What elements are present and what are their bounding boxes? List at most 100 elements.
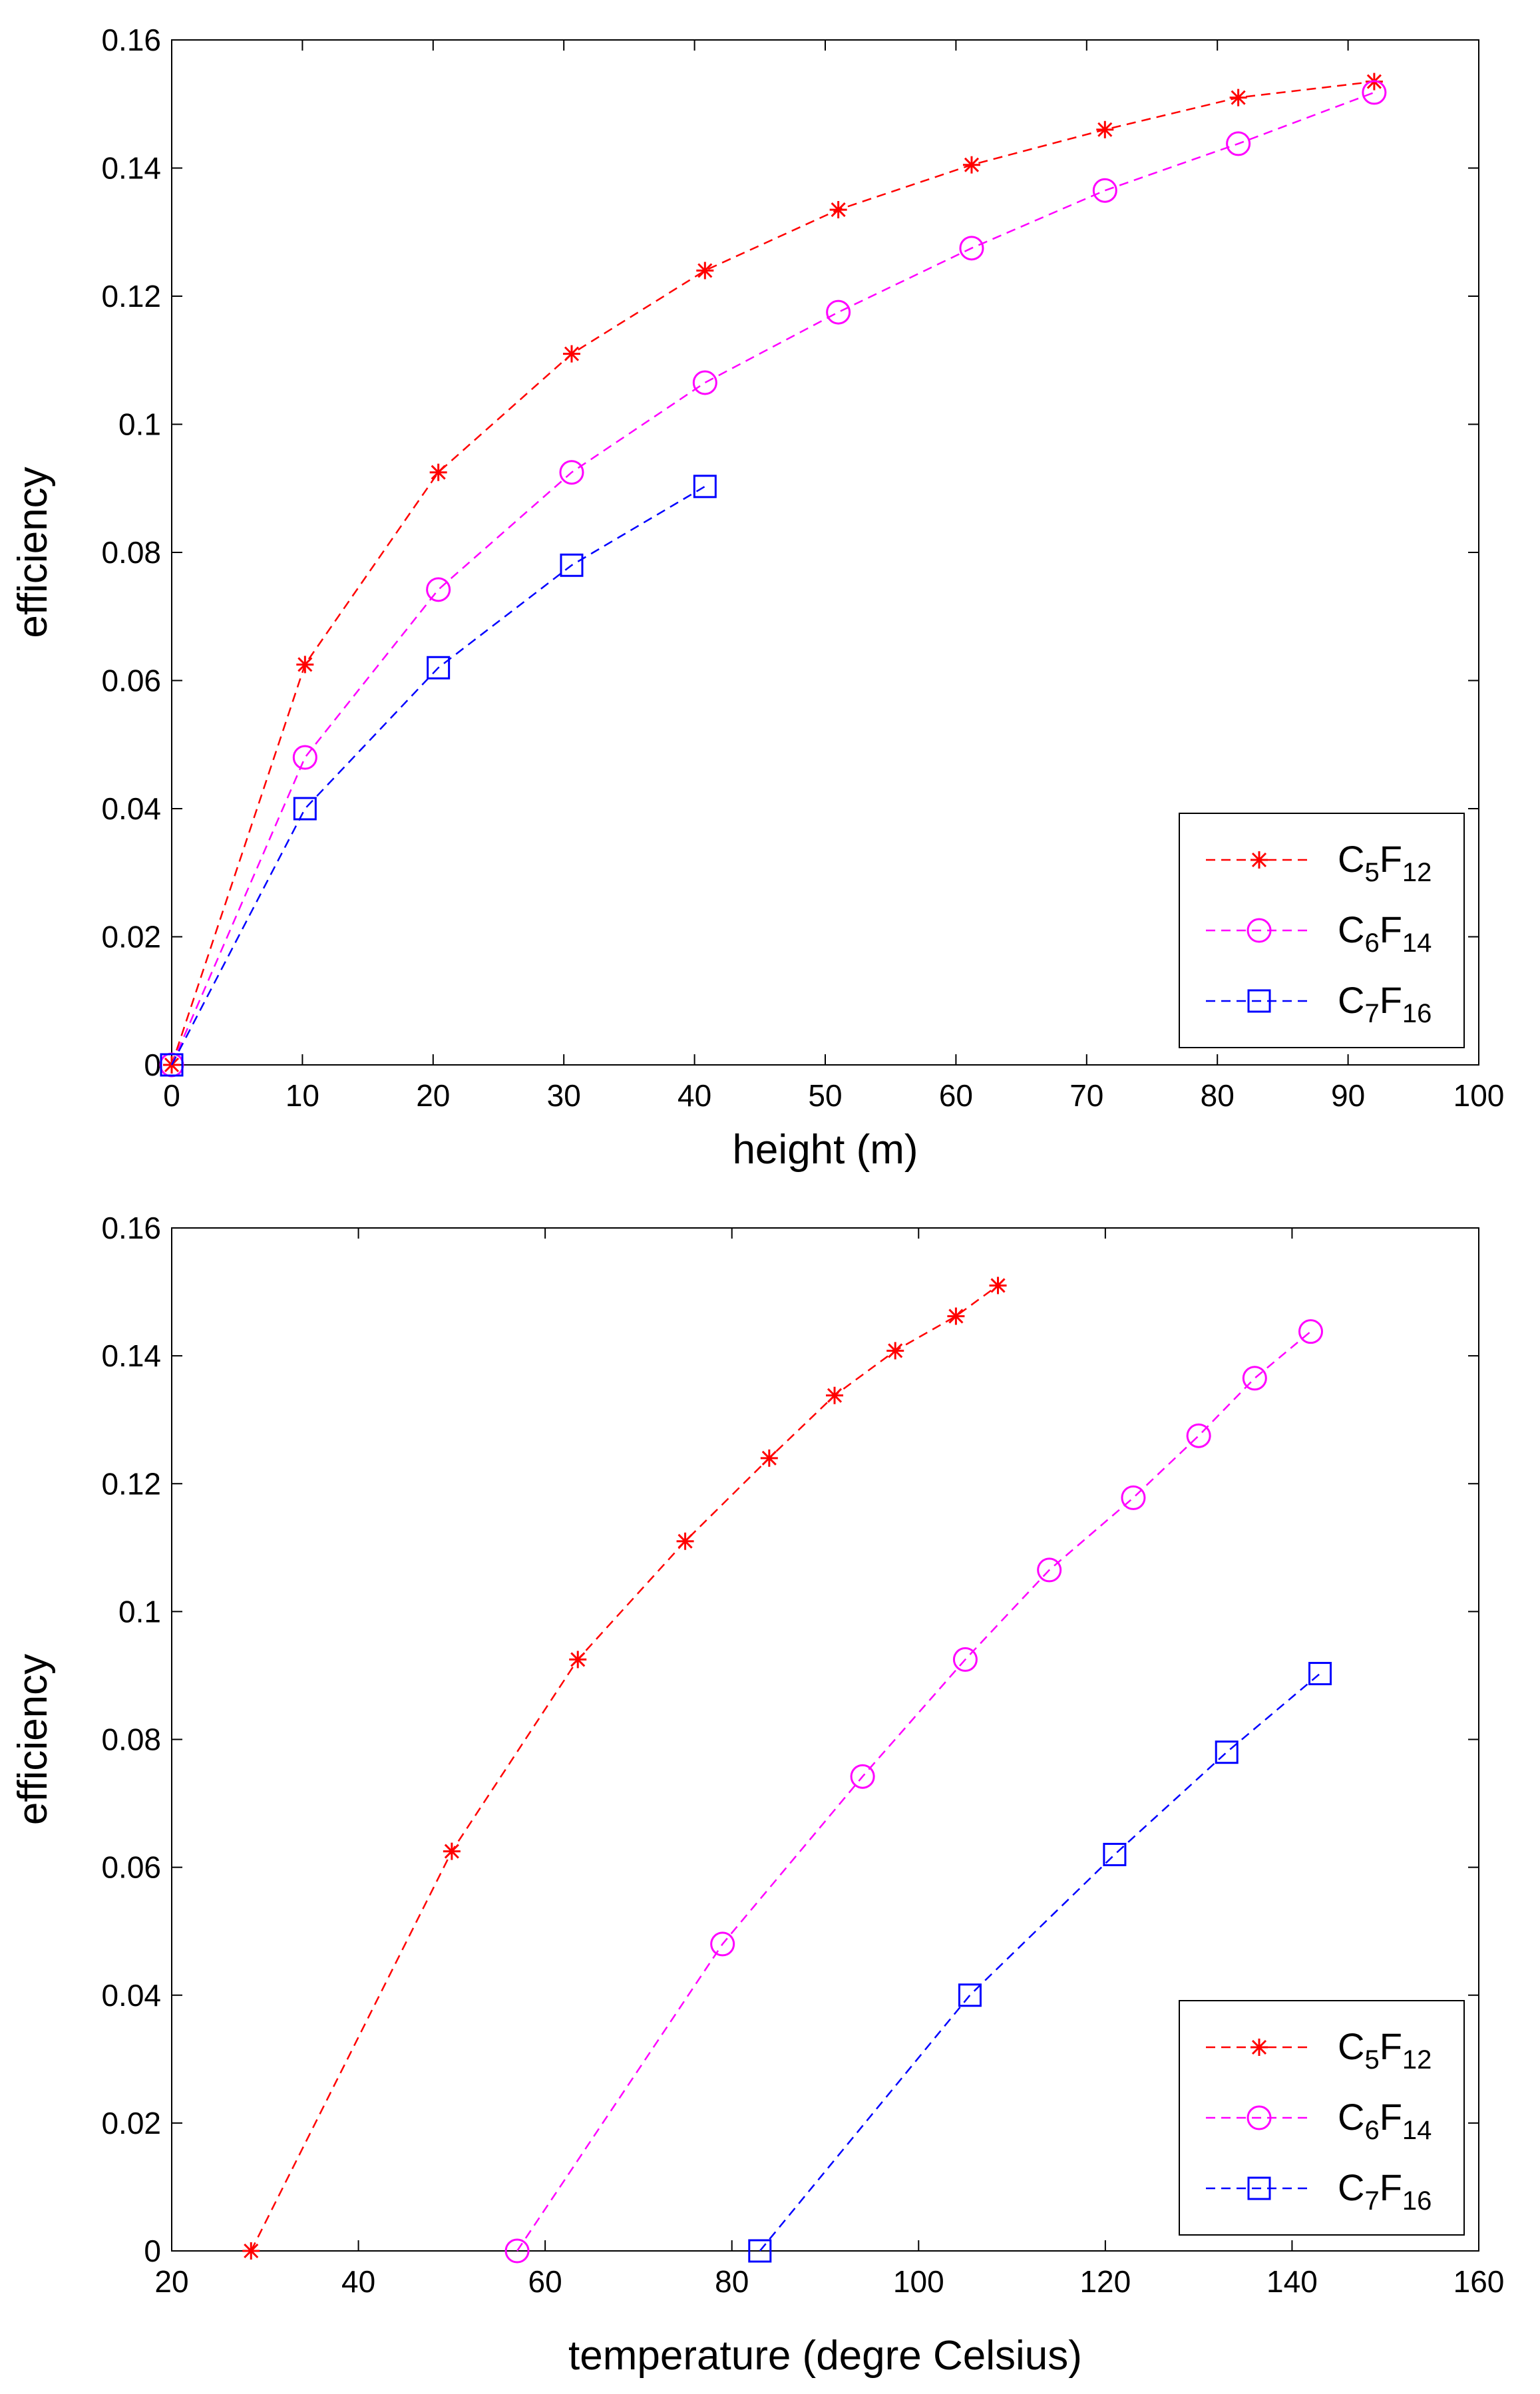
legend-item-C6F14: C6F14 xyxy=(1206,2096,1432,2145)
y-tick-label: 0.16 xyxy=(101,23,161,57)
data-point-C7F16 xyxy=(693,475,717,499)
series-line-C7F16 xyxy=(759,1673,1321,2252)
data-point-C7F16 xyxy=(748,2239,772,2263)
x-tick-label: 30 xyxy=(547,1078,581,1113)
legend-item-C7F16: C7F16 xyxy=(1206,2166,1432,2216)
x-tick-label: 80 xyxy=(1201,1078,1235,1113)
data-point-C6F14 xyxy=(710,1931,735,1957)
y-axis-title: efficiency xyxy=(10,1654,56,1825)
x-tick-label: 20 xyxy=(416,1078,450,1113)
legend-marker xyxy=(1247,2105,1272,2130)
x-axis-title: height (m) xyxy=(732,1127,918,1173)
y-tick-label: 0.12 xyxy=(101,279,161,313)
series-line-C6F14 xyxy=(516,1330,1312,2252)
data-point-C7F16 xyxy=(160,1053,184,1077)
data-point-C5F12 xyxy=(676,1532,694,1550)
data-point-C5F12 xyxy=(443,1842,461,1860)
data-point-C6F14 xyxy=(1037,1557,1062,1583)
data-point-C7F16 xyxy=(293,797,317,821)
x-tick-label: 40 xyxy=(677,1078,711,1113)
data-point-C6F14 xyxy=(292,745,317,770)
x-tick-label: 20 xyxy=(154,2264,188,2299)
data-point-C6F14 xyxy=(826,299,851,325)
data-point-C6F14 xyxy=(426,577,451,602)
data-point-C5F12 xyxy=(989,1277,1007,1295)
y-tick-label: 0.04 xyxy=(101,791,161,826)
data-point-C5F12 xyxy=(569,1651,587,1669)
legend: C5F12 C6F14 C7F16 xyxy=(1179,2000,1465,2236)
legend-item-C7F16: C7F16 xyxy=(1206,979,1432,1028)
chart-panel-2: 20 40 60 80 100 120 140 160 0 0.02 0.04 0.06 0.08 0.1… xyxy=(10,1211,1504,2379)
x-tick-label: 100 xyxy=(893,2264,944,2299)
data-point-C6F14 xyxy=(1121,1485,1146,1510)
legend-label: C7F16 xyxy=(1338,2166,1432,2216)
x-tick-label: 90 xyxy=(1331,1078,1365,1113)
y-tick-label: 0.04 xyxy=(101,1978,161,2013)
y-tick-label: 0.06 xyxy=(101,1850,161,1885)
y-tick-label: 0.1 xyxy=(118,407,161,442)
x-tick-label: 160 xyxy=(1453,2264,1505,2299)
y-tick-label: 0.06 xyxy=(101,664,161,698)
y-tick-label: 0.16 xyxy=(101,1211,161,1245)
x-tick-label: 70 xyxy=(1069,1078,1103,1113)
data-point-C5F12 xyxy=(886,1342,904,1360)
legend-label: C5F12 xyxy=(1338,838,1432,887)
x-tick-label: 80 xyxy=(715,2264,749,2299)
data-point-C5F12 xyxy=(242,2242,260,2260)
x-tick-label: 0 xyxy=(163,1078,180,1113)
data-point-C6F14 xyxy=(850,1764,875,1789)
x-tick-label: 120 xyxy=(1079,2264,1131,2299)
data-point-C6F14 xyxy=(1362,80,1387,105)
data-point-C5F12 xyxy=(1229,89,1247,106)
data-point-C7F16 xyxy=(427,656,451,680)
data-point-C5F12 xyxy=(760,1449,778,1467)
data-point-C5F12 xyxy=(962,156,980,174)
x-tick-label: 60 xyxy=(939,1078,973,1113)
legend-label: C6F14 xyxy=(1338,908,1432,958)
y-tick-label: 0.08 xyxy=(101,1722,161,1757)
data-point-C7F16 xyxy=(560,553,584,577)
legend-marker xyxy=(1251,2039,1268,2056)
chart-panel-1: 0 10 20 30 40 50 60 70 80 90 100 0 0.02 0.04 0.06 0.08 0… xyxy=(10,23,1504,1173)
legend-item-C5F12: C5F12 xyxy=(1206,2025,1432,2075)
y-axis-title: efficiency xyxy=(10,467,56,638)
legend-item-C5F12: C5F12 xyxy=(1206,838,1432,887)
data-point-C5F12 xyxy=(829,201,847,219)
x-tick-label: 100 xyxy=(1453,1078,1505,1113)
data-point-C6F14 xyxy=(504,2238,530,2264)
x-tick-label: 50 xyxy=(808,1078,842,1113)
data-point-C6F14 xyxy=(692,370,717,395)
y-tick-label: 0.08 xyxy=(101,535,161,570)
y-tick-label: 0.02 xyxy=(101,2106,161,2140)
y-tick-label: 0.02 xyxy=(101,920,161,954)
data-point-C5F12 xyxy=(562,345,580,363)
data-point-C5F12 xyxy=(429,463,447,481)
x-tick-label: 40 xyxy=(341,2264,375,2299)
y-tick-label: 0.14 xyxy=(101,151,161,186)
legend-label: C7F16 xyxy=(1338,979,1432,1028)
data-point-C6F14 xyxy=(1298,1319,1323,1344)
series-line-C5F12 xyxy=(170,81,1375,1066)
data-point-C7F16 xyxy=(1308,1662,1332,1686)
data-point-C6F14 xyxy=(1092,178,1117,203)
data-point-C6F14 xyxy=(1242,1366,1267,1391)
data-point-C6F14 xyxy=(559,460,584,485)
data-point-C5F12 xyxy=(1096,120,1114,138)
series-line-C7F16 xyxy=(170,485,705,1066)
data-point-C7F16 xyxy=(1103,1842,1127,1866)
data-point-C5F12 xyxy=(296,656,314,674)
data-point-C5F12 xyxy=(947,1307,965,1325)
x-tick-label: 10 xyxy=(286,1078,319,1113)
data-point-C6F14 xyxy=(1186,1423,1211,1448)
legend-marker xyxy=(1251,851,1268,869)
y-tick-label: 0 xyxy=(144,2234,161,2268)
data-point-C5F12 xyxy=(696,262,714,280)
legend: C5F12 C6F14 C7F16 xyxy=(1179,813,1465,1048)
y-tick-label: 0.1 xyxy=(118,1594,161,1629)
legend-label: C5F12 xyxy=(1338,2025,1432,2075)
y-tick-label: 0.14 xyxy=(101,1338,161,1373)
data-point-C6F14 xyxy=(952,1647,978,1672)
legend-item-C6F14: C6F14 xyxy=(1206,908,1432,958)
legend-marker xyxy=(1247,989,1271,1013)
